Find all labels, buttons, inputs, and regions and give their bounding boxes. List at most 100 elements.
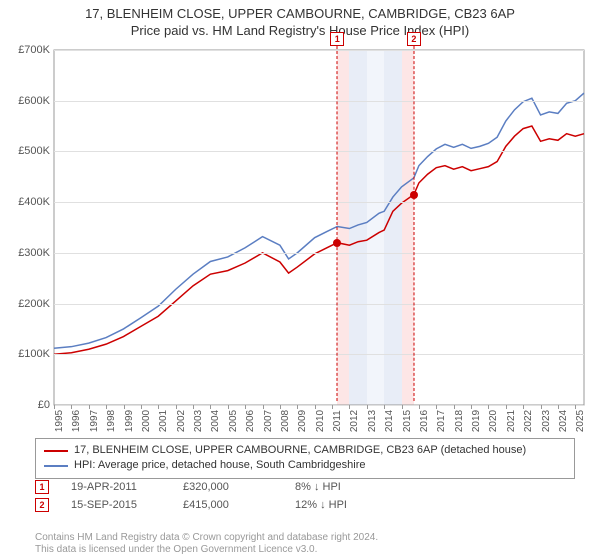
x-tick-label: 2001 — [158, 410, 169, 432]
footnote-row: 1 19-APR-2011 £320,000 8% ↓ HPI — [35, 480, 575, 494]
x-tick — [332, 405, 333, 409]
x-tick — [263, 405, 264, 409]
marker-dot — [410, 191, 418, 199]
y-tick-label: £0 — [38, 399, 50, 411]
x-tick — [506, 405, 507, 409]
y-tick-label: £300K — [18, 247, 50, 259]
legend-swatch — [44, 450, 68, 452]
footnotes: 1 19-APR-2011 £320,000 8% ↓ HPI 2 15-SEP-2015… — [35, 480, 575, 516]
legend-item: 17, BLENHEIM CLOSE, UPPER CAMBOURNE, CAM… — [44, 443, 566, 458]
attribution: Contains HM Land Registry data © Crown c… — [35, 532, 378, 556]
x-tick — [384, 405, 385, 409]
x-tick-label: 1999 — [124, 410, 135, 432]
chart-svg — [54, 50, 584, 405]
x-tick — [541, 405, 542, 409]
x-tick — [124, 405, 125, 409]
y-tick-label: £100K — [18, 348, 50, 360]
x-tick — [454, 405, 455, 409]
x-tick — [349, 405, 350, 409]
x-tick — [297, 405, 298, 409]
attribution-line2: This data is licensed under the Open Gov… — [35, 544, 378, 556]
chart-title: 17, BLENHEIM CLOSE, UPPER CAMBOURNE, CAM… — [0, 0, 600, 40]
x-tick-label: 2005 — [228, 410, 239, 432]
x-tick — [228, 405, 229, 409]
x-tick-label: 2012 — [349, 410, 360, 432]
y-tick-label: £600K — [18, 95, 50, 107]
gridline — [54, 202, 584, 203]
x-tick — [471, 405, 472, 409]
y-tick-label: £200K — [18, 298, 50, 310]
x-tick — [436, 405, 437, 409]
title-subtitle: Price paid vs. HM Land Registry's House … — [0, 23, 600, 40]
x-tick — [54, 405, 55, 409]
legend: 17, BLENHEIM CLOSE, UPPER CAMBOURNE, CAM… — [35, 438, 575, 479]
x-tick — [558, 405, 559, 409]
footnote-number: 2 — [35, 498, 49, 512]
chart-plot-area: £0£100K£200K£300K£400K£500K£600K£700K199… — [54, 50, 584, 405]
gridline — [54, 151, 584, 152]
x-tick — [176, 405, 177, 409]
x-tick — [488, 405, 489, 409]
x-tick-label: 1996 — [71, 410, 82, 432]
gridline — [54, 253, 584, 254]
title-address: 17, BLENHEIM CLOSE, UPPER CAMBOURNE, CAM… — [0, 6, 600, 23]
x-tick-label: 2020 — [488, 410, 499, 432]
x-tick-label: 2017 — [436, 410, 447, 432]
marker-line — [413, 46, 414, 401]
legend-label: HPI: Average price, detached house, Sout… — [74, 458, 365, 473]
x-tick-label: 2006 — [245, 410, 256, 432]
x-tick — [210, 405, 211, 409]
x-tick — [193, 405, 194, 409]
x-tick-label: 2014 — [384, 410, 395, 432]
x-tick — [402, 405, 403, 409]
x-tick — [419, 405, 420, 409]
x-tick-label: 2019 — [471, 410, 482, 432]
marker-label: 1 — [330, 32, 344, 46]
x-tick-label: 2000 — [141, 410, 152, 432]
footnote-diff: 12% ↓ HPI — [295, 499, 385, 511]
x-tick-label: 2023 — [541, 410, 552, 432]
footnote-row: 2 15-SEP-2015 £415,000 12% ↓ HPI — [35, 498, 575, 512]
x-tick-label: 2024 — [558, 410, 569, 432]
footnote-date: 19-APR-2011 — [71, 481, 161, 493]
x-tick — [89, 405, 90, 409]
x-tick — [141, 405, 142, 409]
x-tick — [71, 405, 72, 409]
x-tick-label: 2010 — [315, 410, 326, 432]
x-tick — [523, 405, 524, 409]
x-tick — [315, 405, 316, 409]
x-tick — [245, 405, 246, 409]
marker-dot — [333, 239, 341, 247]
footnote-diff: 8% ↓ HPI — [295, 481, 385, 493]
gridline — [54, 304, 584, 305]
x-tick-label: 1997 — [89, 410, 100, 432]
footnote-price: £415,000 — [183, 499, 273, 511]
x-tick-label: 2007 — [263, 410, 274, 432]
x-tick-label: 1995 — [54, 410, 65, 432]
x-tick — [367, 405, 368, 409]
footnote-number: 1 — [35, 480, 49, 494]
x-tick-label: 2016 — [419, 410, 430, 432]
gridline — [54, 50, 584, 51]
x-tick — [575, 405, 576, 409]
legend-label: 17, BLENHEIM CLOSE, UPPER CAMBOURNE, CAM… — [74, 443, 526, 458]
x-tick-label: 2003 — [193, 410, 204, 432]
x-tick-label: 2015 — [402, 410, 413, 432]
x-tick — [158, 405, 159, 409]
y-tick-label: £500K — [18, 145, 50, 157]
marker-line — [337, 46, 338, 401]
gridline — [54, 101, 584, 102]
x-tick-label: 2021 — [506, 410, 517, 432]
x-tick-label: 2009 — [297, 410, 308, 432]
x-tick-label: 2004 — [210, 410, 221, 432]
footnote-date: 15-SEP-2015 — [71, 499, 161, 511]
x-tick-label: 2018 — [454, 410, 465, 432]
legend-item: HPI: Average price, detached house, Sout… — [44, 458, 566, 473]
x-tick-label: 1998 — [106, 410, 117, 432]
y-tick-label: £400K — [18, 196, 50, 208]
series-line-property — [54, 126, 584, 354]
x-tick-label: 2025 — [575, 410, 586, 432]
series-line-hpi — [54, 93, 584, 348]
legend-swatch — [44, 465, 68, 467]
footnote-price: £320,000 — [183, 481, 273, 493]
